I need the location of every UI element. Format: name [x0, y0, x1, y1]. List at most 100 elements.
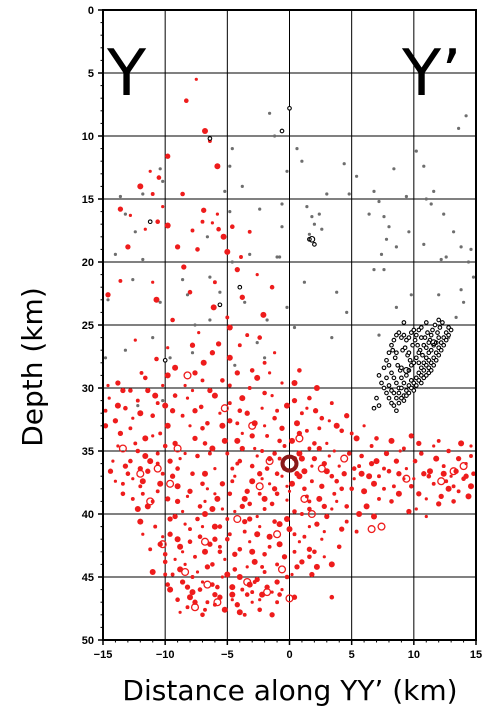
data-point-red [274, 579, 280, 585]
data-point-red [190, 471, 195, 477]
grid-lines [103, 10, 476, 640]
y-tick-label: 5 [88, 68, 94, 80]
data-point-red [426, 473, 432, 479]
data-point-gray [305, 205, 309, 209]
data-point-red [230, 466, 235, 471]
data-point-red [297, 368, 302, 373]
data-point-red [220, 378, 225, 383]
data-point-black_open [403, 367, 410, 374]
data-point-red [188, 527, 192, 532]
data-point-black [384, 357, 389, 363]
data-point-red [105, 292, 111, 298]
data-point-red [432, 444, 436, 448]
y-tick-label: 25 [82, 320, 94, 332]
data-point-black [436, 352, 442, 358]
data-point-black [390, 347, 396, 353]
data-point-red [412, 458, 418, 464]
data-point-red [307, 525, 311, 529]
data-point-red [275, 562, 280, 567]
data-point-red [249, 548, 256, 555]
data-point-red [455, 455, 462, 462]
data-point-red [412, 477, 416, 481]
data-point-red_open [190, 603, 200, 612]
data-point-red [230, 598, 234, 602]
data-point-black [438, 347, 444, 353]
data-point-red [289, 480, 295, 487]
data-point-red [440, 470, 447, 477]
data-point-red [257, 491, 262, 496]
data-point-red [135, 448, 141, 454]
data-point-black [410, 342, 415, 348]
data-point-red [316, 445, 322, 452]
data-point-red [258, 598, 262, 602]
data-point-black [416, 360, 422, 366]
data-point-red [137, 183, 144, 190]
data-point-red [165, 582, 170, 587]
data-point-red [142, 453, 149, 459]
data-point-red [120, 481, 125, 486]
data-point-red [289, 437, 295, 444]
data-point-gray [407, 230, 411, 234]
data-point-red [192, 370, 198, 376]
data-point-red [311, 455, 318, 462]
data-point-red_open [273, 530, 282, 539]
data-point-black [411, 360, 417, 366]
data-point-red [291, 380, 298, 386]
data-point-black [441, 342, 447, 348]
data-point-red [245, 565, 249, 569]
data-point-red [200, 612, 205, 618]
data-point-red [170, 572, 175, 577]
data-point-red [120, 491, 126, 497]
data-point-red [268, 371, 272, 375]
data-point-black [406, 350, 412, 356]
data-point-black [413, 383, 419, 388]
data-point-red [229, 584, 236, 591]
data-point-red [239, 445, 245, 452]
data-point-black [413, 332, 419, 338]
data-point-red [163, 572, 168, 577]
data-point-red [161, 535, 165, 539]
data-point-black [371, 405, 377, 411]
data-point-red [374, 436, 379, 441]
data-point-red [249, 478, 256, 485]
data-point-gray [382, 268, 386, 272]
data-point-black [391, 390, 397, 396]
data-point-red [142, 435, 149, 442]
data-point-red [383, 450, 390, 457]
data-point-red [297, 540, 301, 544]
data-point-black [448, 327, 454, 333]
data-point-black [436, 335, 442, 340]
data-point-red_open [243, 577, 252, 587]
data-point-red [230, 479, 235, 484]
data-point-black [431, 362, 437, 368]
data-point-gray [233, 363, 237, 367]
data-point-red [296, 450, 303, 457]
data-point-red [449, 474, 453, 478]
data-point-gray [432, 189, 436, 193]
data-point-red [135, 398, 140, 403]
data-point-red [128, 458, 133, 464]
data-point-red [269, 612, 275, 618]
data-point-red_open [263, 588, 272, 597]
data-point-red [145, 468, 151, 474]
data-point-red [294, 564, 300, 570]
data-point-black [420, 352, 425, 358]
data-point-red [207, 451, 212, 456]
data-point-black [428, 368, 434, 373]
data-point-red [229, 591, 236, 598]
data-points [102, 77, 476, 618]
data-point-red [183, 522, 187, 526]
data-point-red [352, 477, 356, 481]
data-point-gray [424, 197, 428, 201]
data-point-red [344, 519, 349, 524]
data-point-red [133, 338, 137, 342]
data-point-gray [263, 356, 267, 360]
data-point-red_open [367, 525, 376, 534]
data-point-gray [335, 290, 339, 294]
data-point-red [234, 437, 241, 444]
data-point-gray [168, 356, 172, 360]
data-point-gray [248, 252, 252, 256]
data-point-red [281, 554, 288, 560]
data-point-gray [312, 222, 316, 226]
data-point-red [227, 491, 233, 497]
